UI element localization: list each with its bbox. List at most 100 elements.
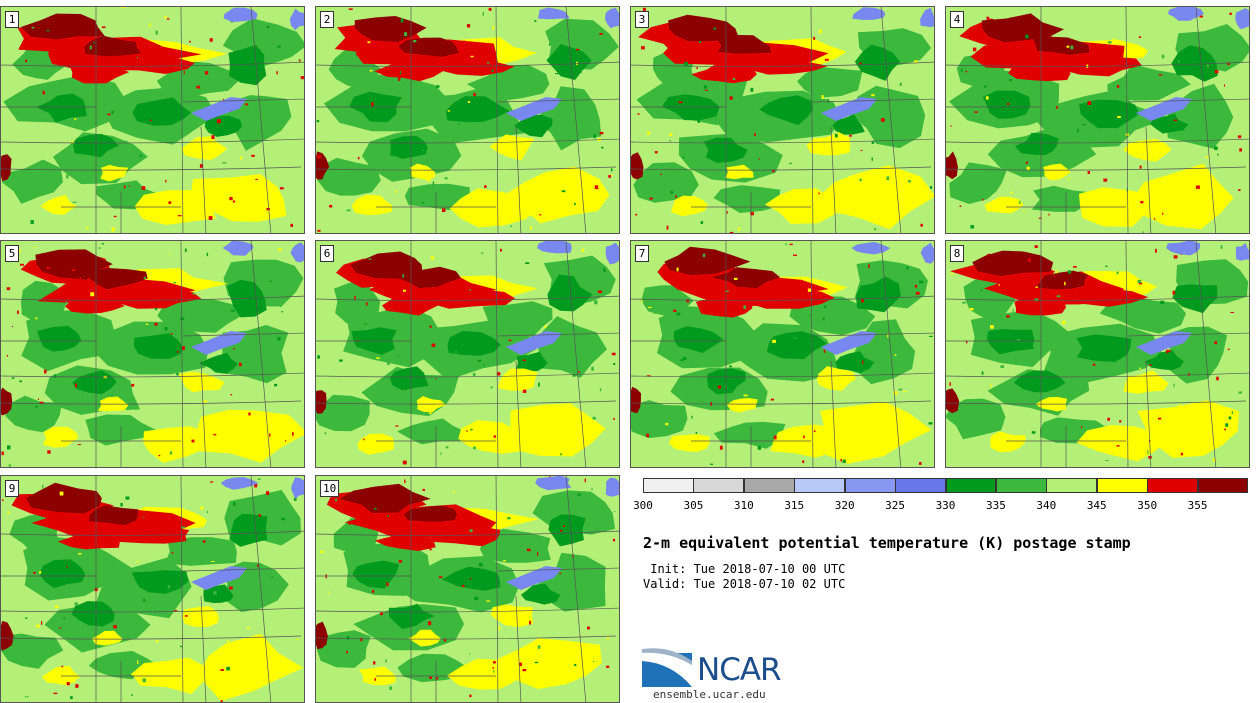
map-speckle <box>285 440 287 442</box>
map-speckle <box>1158 74 1163 76</box>
map-border-line <box>631 400 932 405</box>
map-red-region <box>422 288 516 309</box>
map-speckle <box>1180 452 1183 456</box>
map-border-line <box>946 166 1247 171</box>
map-speckle <box>477 359 482 362</box>
map-border-line <box>180 241 184 467</box>
map-speckle <box>371 102 374 107</box>
map-speckle <box>1070 45 1074 50</box>
map-speckle <box>1139 367 1142 370</box>
map-speckle <box>698 41 702 43</box>
map-speckle <box>930 186 933 189</box>
map-speckle <box>276 71 278 75</box>
map-speckle <box>11 377 15 379</box>
map-red-region <box>695 298 753 318</box>
map-speckle <box>1020 56 1025 58</box>
map-speckle <box>1168 181 1173 184</box>
map-lake <box>851 241 891 255</box>
map-border-line <box>250 476 272 702</box>
map-speckle <box>611 174 613 176</box>
map-border-line <box>1 61 304 67</box>
map-speckle <box>1112 38 1116 41</box>
map-speckle <box>371 558 374 562</box>
map-speckle <box>365 302 368 306</box>
map-speckle <box>70 696 73 700</box>
legend-tick-label: 305 <box>683 499 704 512</box>
map-speckle <box>269 280 272 283</box>
map-speckle <box>2 499 4 501</box>
map-speckle <box>458 123 461 125</box>
postage-stamp-map: 5 <box>0 240 305 468</box>
map-speckle <box>469 578 472 580</box>
map-speckle <box>704 89 708 91</box>
map-speckle <box>695 431 698 434</box>
map-speckle <box>277 271 280 274</box>
map-speckle <box>758 158 761 160</box>
legend-tick-label: 330 <box>935 499 956 512</box>
map-yellow-region <box>990 431 1026 453</box>
map-lake <box>1136 331 1192 355</box>
map-speckle <box>290 223 293 227</box>
map-speckle <box>549 476 551 478</box>
map-speckle <box>478 563 483 567</box>
map-speckle <box>98 247 101 249</box>
map-dark-red-region <box>398 37 459 57</box>
map-speckle <box>239 362 242 367</box>
map-green-region <box>316 630 371 668</box>
map-speckle <box>404 32 408 37</box>
map-speckle <box>196 83 198 86</box>
map-speckle <box>974 111 978 113</box>
map-speckle <box>576 61 578 66</box>
map-speckle <box>1038 217 1042 219</box>
map-speckle <box>90 292 95 297</box>
map-dark-red-region <box>1 620 14 651</box>
map-speckle <box>522 669 527 672</box>
map-speckle <box>559 571 562 575</box>
legend-tick-label: 325 <box>885 499 906 512</box>
map-speckle <box>785 243 787 246</box>
map-speckle <box>504 203 509 207</box>
map-speckle <box>830 81 832 84</box>
map-speckle <box>487 61 490 64</box>
map-dark-red-region <box>1035 270 1089 290</box>
map-dark-green-region <box>229 513 268 547</box>
map-speckle <box>646 433 649 438</box>
map-yellow-region <box>726 398 758 413</box>
map-speckle <box>404 479 406 484</box>
map-speckle <box>772 339 776 343</box>
map-speckle <box>240 156 243 160</box>
map-yellow-region <box>984 196 1024 214</box>
postage-stamp-map: 7 <box>630 240 935 468</box>
map-green-region <box>633 162 699 203</box>
map-speckle <box>908 180 911 183</box>
map-border-line <box>830 126 837 233</box>
map-speckle <box>669 140 671 142</box>
map-speckle <box>226 666 230 671</box>
map-speckle <box>689 110 693 113</box>
figure-title: 2-m equivalent potential temperature (K)… <box>643 534 1131 552</box>
map-border-line <box>1127 332 1249 337</box>
legend-tick-label: 315 <box>784 499 805 512</box>
map-dark-red-region <box>89 268 148 290</box>
legend-swatch <box>643 478 694 493</box>
map-lake <box>291 477 304 499</box>
map-speckle <box>522 370 524 372</box>
map-speckle <box>142 678 146 683</box>
map-speckle <box>53 374 57 378</box>
map-lake <box>604 7 619 29</box>
map-speckle <box>172 199 174 202</box>
map-speckle <box>165 179 167 183</box>
map-speckle <box>269 433 271 437</box>
map-speckle <box>990 384 992 387</box>
map-speckle <box>443 638 447 642</box>
map-yellow-region <box>190 174 287 222</box>
map-speckle <box>1109 286 1112 288</box>
map-speckle <box>1027 258 1031 262</box>
map-speckle <box>200 506 204 510</box>
map-dark-red-region <box>84 35 141 57</box>
map-speckle <box>526 548 531 552</box>
map-dark-red-region <box>631 386 641 414</box>
map-red-region <box>1014 298 1066 316</box>
map-speckle <box>1187 373 1191 376</box>
map-speckle <box>329 204 333 208</box>
